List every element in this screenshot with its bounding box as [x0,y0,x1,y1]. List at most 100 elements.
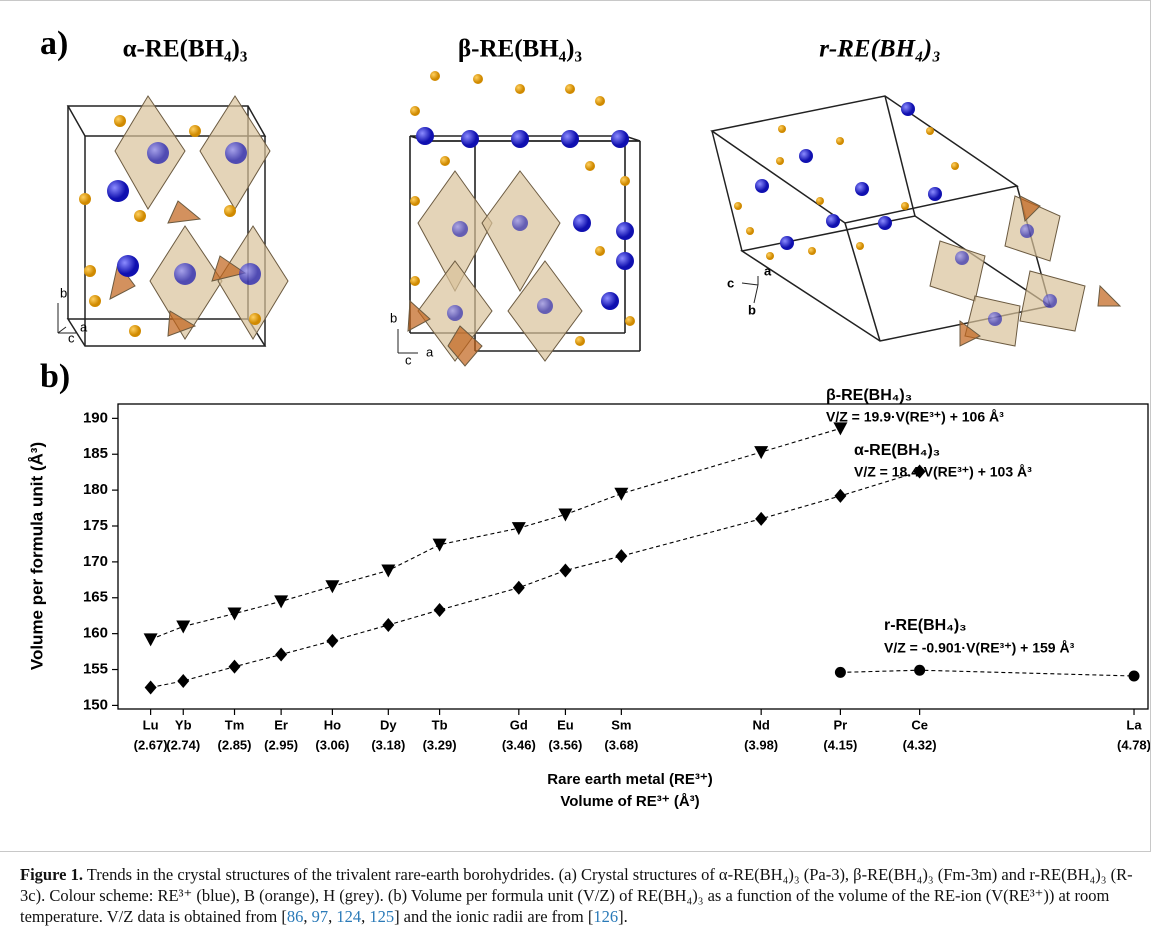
alpha-atoms [79,115,261,337]
trend-line [150,427,841,640]
caption-label: Figure 1. [20,865,83,884]
reference-link[interactable]: 97 [311,907,329,926]
caption-text: ]. [618,907,628,926]
marker [511,522,526,536]
marker [143,633,158,647]
series-equation: V/Z = 19.9·V(RE³⁺) + 106 Å³ [826,409,1004,425]
reference-link[interactable]: 126 [593,907,619,926]
x-tick-label: (3.06) [315,737,349,752]
y-tick-label: 180 [83,481,108,498]
marker [433,602,446,617]
axis-triad [397,329,418,354]
figure-caption: Figure 1. Trends in the crystal structur… [20,864,1135,927]
x-tick-element: Pr [834,717,848,732]
x-tick-label: (2.95) [264,737,298,752]
marker [614,487,629,501]
y-tick-label: 190 [83,409,108,426]
marker [834,488,847,503]
caption-text: , [303,907,312,926]
axis-label: a [764,263,772,278]
x-tick-element: Ho [324,717,341,732]
x-tick-element: Eu [557,717,574,732]
marker [382,618,395,633]
marker [914,664,926,676]
y-tick-label: 170 [83,553,108,570]
structure-title: α-RE(BH₄)₃ [123,36,248,63]
y-tick-label: 185 [83,445,108,462]
axis-triad [741,276,759,304]
y-tick-label: 150 [83,696,108,713]
axis-triad [57,303,76,334]
marker [834,666,846,678]
marker [559,563,572,578]
x-tick-element: Nd [752,717,769,732]
marker [615,549,628,564]
series-label: α-RE(BH₄)₃ [854,442,940,459]
x-tick-label: (4.78) [1117,737,1150,752]
x-tick-element: Tm [225,717,245,732]
x-tick-label: (3.18) [371,737,405,752]
series-label: r-RE(BH₄)₃ [884,617,967,634]
marker [512,580,525,595]
x-tick-element: Gd [510,717,528,732]
plot-frame [117,403,1149,710]
caption-text: Trends in the crystal structures of the … [20,865,1133,926]
series-equation: V/Z = 18.4·V(RE³⁺) + 103 Å³ [854,464,1032,480]
axis-label: c [727,275,734,290]
x-tick-element: La [1126,717,1142,732]
y-tick-label: 155 [83,660,108,677]
x-tick-element: Er [274,717,288,732]
x-axis-label: Rare earth metal (RE³⁺) [547,771,712,788]
y-tick-label: 165 [83,589,108,606]
marker [1128,670,1140,682]
x-tick-element: Sm [611,717,631,732]
marker [177,674,190,689]
reference-link[interactable]: 125 [369,907,395,926]
caption-text: , [328,907,337,926]
y-tick-label: 160 [83,625,108,642]
axis-label: b [748,302,756,317]
marker [755,511,768,526]
marker [275,647,288,662]
caption-text: , [361,907,370,926]
x-tick-element: Tb [432,717,448,732]
reference-link[interactable]: 124 [336,907,362,926]
x-tick-label: (2.85) [218,737,252,752]
structure-title: r-RE(BH₄)₃ [819,36,941,63]
series-label: β-RE(BH₄)₃ [826,387,912,404]
x-tick-label: (3.56) [548,737,582,752]
x-tick-label: (2.74) [166,737,200,752]
axis-label: c [405,352,412,367]
x-tick-label: (4.15) [823,737,857,752]
x-tick-label: (3.46) [502,737,536,752]
r-atoms [734,102,1057,326]
x-tick-element: Dy [380,717,397,732]
y-tick-label: 175 [83,517,108,534]
x-tick-element: Ce [911,717,928,732]
series-equation: V/Z = -0.901·V(RE³⁺) + 159 Å³ [884,640,1075,656]
marker [144,680,157,695]
axis-label: b [390,310,397,325]
figure-canvas: a) α-RE(BH₄)₃ β-RE(BH₄)₃ r-RE(BH₄)₃ b a … [27,25,1151,810]
x-tick-label: (3.29) [423,737,457,752]
marker [381,564,396,578]
axis-label: a [426,344,434,359]
panel-label: a) [40,25,68,62]
marker [558,508,573,522]
axis-label: b [60,285,67,300]
beta-polyhedra [407,170,583,367]
figure: a) α-RE(BH₄)₃ β-RE(BH₄)₃ r-RE(BH₄)₃ b a … [0,0,1151,852]
y-axis-label: Volume per formula unit (Å³) [27,442,46,670]
r-polyhedra [929,195,1122,347]
x-tick-label: (2.67) [134,737,168,752]
marker [227,607,242,621]
trend-line [840,669,1135,677]
marker [325,580,340,594]
beta-atoms [410,71,635,346]
marker [326,633,339,648]
x-tick-label: (3.98) [744,737,778,752]
x-tick-element: Lu [143,717,159,732]
reference-link[interactable]: 86 [286,907,304,926]
x-tick-label: (4.32) [903,737,937,752]
trend-line [150,470,920,689]
